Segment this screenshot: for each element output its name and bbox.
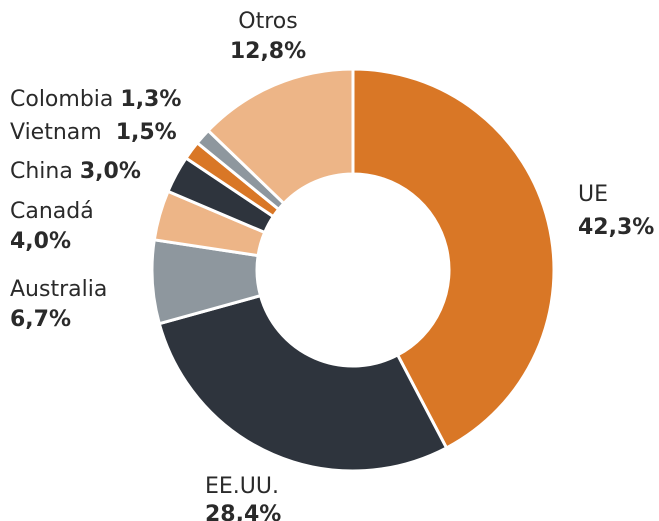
donut-slice — [206, 67, 355, 206]
slice-label: Vietnam — [10, 120, 102, 145]
slice-label-group: China 3,0% — [10, 159, 141, 184]
slice-value: 28,4% — [205, 502, 281, 521]
slice-label: Colombia — [10, 87, 113, 112]
slice-value: 1,3% — [120, 87, 181, 112]
slice-value: 1,5% — [116, 120, 177, 145]
donut-slice — [157, 293, 449, 473]
slice-label: EE.UU. — [205, 474, 279, 499]
slice-label: Otros — [238, 9, 297, 34]
slice-label: UE — [578, 182, 608, 207]
slice-value: 4,0% — [10, 229, 71, 254]
slice-label: China — [10, 159, 73, 184]
slice-label-group: Colombia 1,3% — [10, 87, 181, 112]
slice-label: Canadá — [10, 199, 94, 224]
slice-label: Australia — [10, 277, 107, 302]
slice-value: 6,7% — [10, 307, 71, 332]
slice-label-group: Vietnam 1,5% — [10, 120, 177, 145]
slice-value: 3,0% — [80, 159, 141, 184]
slice-value: 12,8% — [230, 39, 306, 64]
donut-slice — [351, 67, 556, 450]
slice-value: 42,3% — [578, 215, 654, 240]
